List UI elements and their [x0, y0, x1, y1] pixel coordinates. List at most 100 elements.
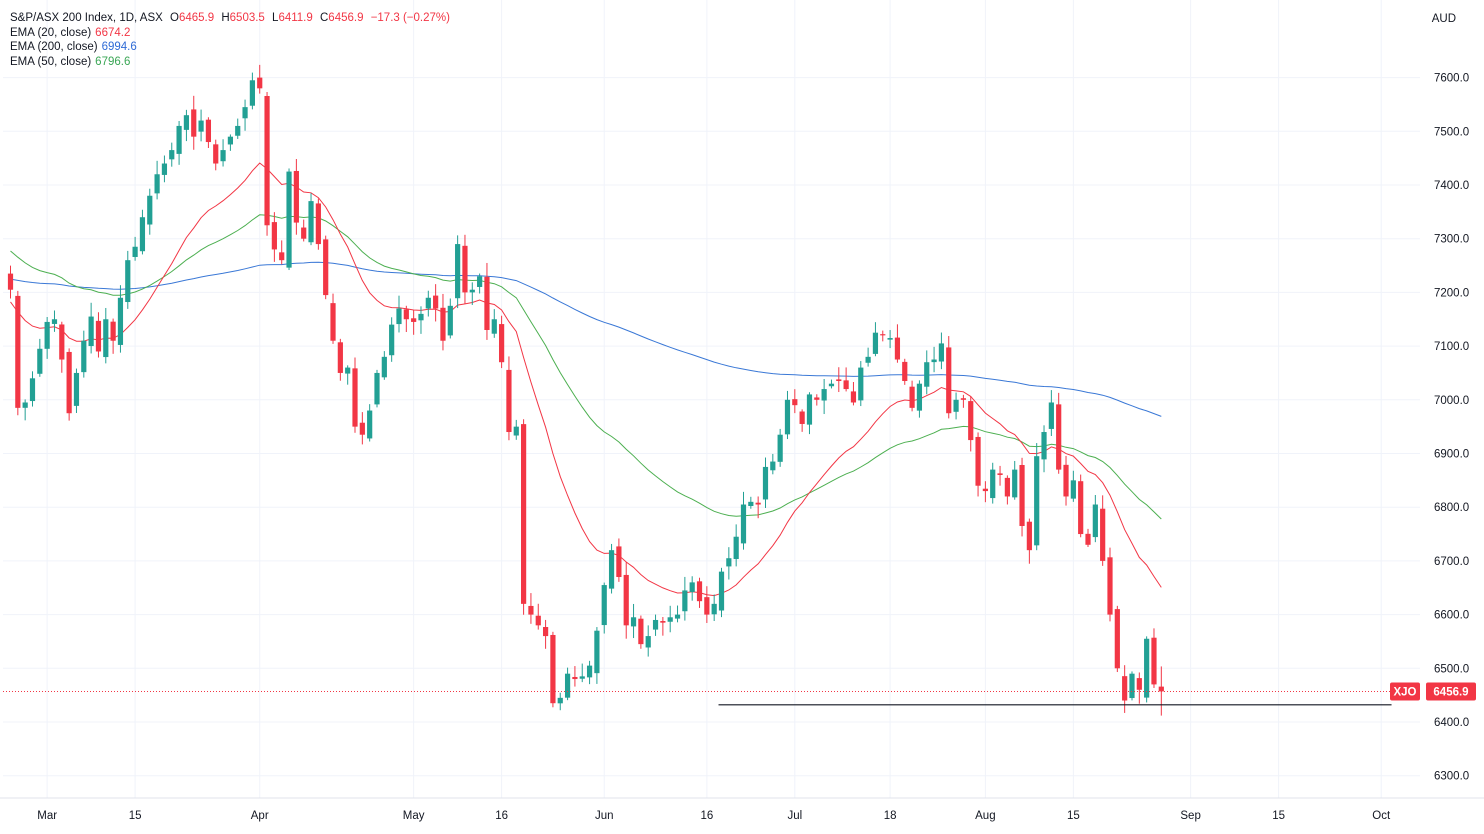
candle-up	[227, 136, 233, 145]
candle-up	[183, 115, 190, 130]
price-tick-label: 6500.0	[1434, 663, 1469, 675]
legend-ema200-label: EMA (200, close)	[10, 41, 98, 53]
candle-down	[623, 574, 629, 626]
legend-close-value: 6456.9	[328, 12, 364, 24]
price-tick-label: 6400.0	[1434, 717, 1469, 729]
candle-down	[836, 379, 842, 382]
legend-title: S&P/ASX 200 Index, 1D, ASX	[10, 12, 163, 24]
time-tick-label: Sep	[1180, 810, 1200, 822]
candle-down	[359, 422, 365, 435]
candle-up	[938, 343, 945, 362]
candle-up	[784, 399, 791, 435]
candle-down	[1136, 678, 1142, 690]
candle-up	[374, 372, 380, 405]
legend-ema50-row[interactable]: EMA (50, close) 6796.6	[10, 55, 454, 70]
candle-down	[528, 605, 534, 615]
last-price-tag: XJO 6456.9	[1390, 682, 1476, 701]
legend-close-key: C	[319, 12, 329, 24]
ema-20-path	[10, 162, 1162, 597]
candle-up	[125, 260, 131, 303]
candle-up	[345, 367, 351, 374]
ema-50-line	[10, 214, 1162, 520]
legend-ema200-row[interactable]: EMA (200, close) 6994.6	[10, 40, 454, 55]
candle-down	[403, 309, 409, 320]
candle-up	[674, 614, 681, 619]
candle-up	[645, 636, 651, 648]
price-tag-value: 6456.9	[1433, 686, 1468, 698]
candle-up	[132, 246, 138, 257]
candle-down	[1019, 464, 1025, 526]
candle-up	[689, 582, 695, 592]
candle-up	[51, 319, 58, 324]
price-axis[interactable]: 6300.0 6400.0 6500.0 6600.0 6700.0 6800.0 6900…	[1420, 0, 1484, 834]
candle-down	[1085, 533, 1091, 545]
candle-down	[66, 351, 72, 414]
candle-up	[667, 617, 673, 622]
candle-up	[367, 410, 373, 439]
candle-down	[110, 321, 116, 341]
price-tick-label: 7300.0	[1434, 234, 1469, 246]
candle-up	[1092, 504, 1098, 538]
candle-down	[843, 380, 849, 390]
candle-down	[946, 347, 952, 414]
candle-up	[806, 394, 813, 425]
candle-down	[542, 627, 549, 637]
legend-high-key: H	[221, 12, 230, 24]
candle-up	[425, 297, 431, 309]
candle-up	[682, 590, 688, 612]
price-tick-label: 6800.0	[1434, 502, 1469, 514]
legend-ema20-label: EMA (20, close)	[10, 26, 92, 39]
candle-down	[550, 634, 556, 704]
candle-down	[968, 401, 974, 441]
candle-up	[22, 402, 28, 408]
candle-down	[755, 502, 761, 505]
candle-down	[814, 397, 820, 400]
candle-up	[748, 501, 754, 507]
candle-up	[29, 378, 36, 402]
candle-down	[315, 203, 321, 245]
time-tick-label: 15	[1067, 810, 1080, 822]
candle-down	[1158, 686, 1164, 692]
legend-ema20-value: 6674.2	[95, 26, 131, 39]
candle-down	[1026, 521, 1032, 551]
time-tick-label: Aug	[975, 810, 995, 822]
candle-up	[1129, 673, 1135, 699]
legend-ema200-value: 6994.6	[101, 41, 137, 53]
candle-up	[88, 316, 94, 347]
candle-down	[484, 276, 490, 330]
candle-up	[608, 550, 615, 589]
price-tick-label: 7000.0	[1434, 395, 1469, 407]
candle-up	[161, 163, 168, 175]
price-tick-label: 7400.0	[1434, 180, 1469, 192]
candle-up	[1048, 402, 1054, 429]
candle-down	[982, 488, 988, 492]
candle-up	[37, 348, 43, 374]
candle-down	[1114, 609, 1120, 669]
time-tick-label: Oct	[1372, 810, 1391, 822]
price-tag-symbol-bg	[1390, 682, 1420, 701]
candle-up	[733, 536, 739, 560]
candle-up	[586, 665, 593, 678]
candle-down	[1151, 637, 1157, 685]
candle-down	[293, 170, 299, 223]
time-axis[interactable]: Mar 15 Apr May 16 Jun 16 Jul 18 Aug 15 Sep 15 Oct	[0, 797, 1484, 834]
candle-up	[872, 332, 879, 354]
candle-down	[440, 307, 446, 341]
candle-down	[191, 109, 197, 137]
candle-up	[726, 558, 732, 567]
candle-up	[630, 617, 637, 627]
candle-up	[1070, 480, 1076, 499]
candle-up	[718, 571, 725, 611]
time-tick-label: 18	[884, 810, 897, 822]
candle-up	[865, 356, 871, 363]
candle-down	[997, 473, 1003, 475]
price-tick-label: 7500.0	[1434, 126, 1469, 138]
candle-down	[95, 320, 102, 352]
candle-up	[103, 319, 109, 358]
legend-ema20-row[interactable]: EMA (20, close) 6674.2	[10, 26, 454, 41]
candle-up	[1012, 469, 1018, 498]
candle-down	[499, 324, 505, 363]
candle-up	[711, 603, 717, 615]
candle-up	[777, 434, 783, 462]
